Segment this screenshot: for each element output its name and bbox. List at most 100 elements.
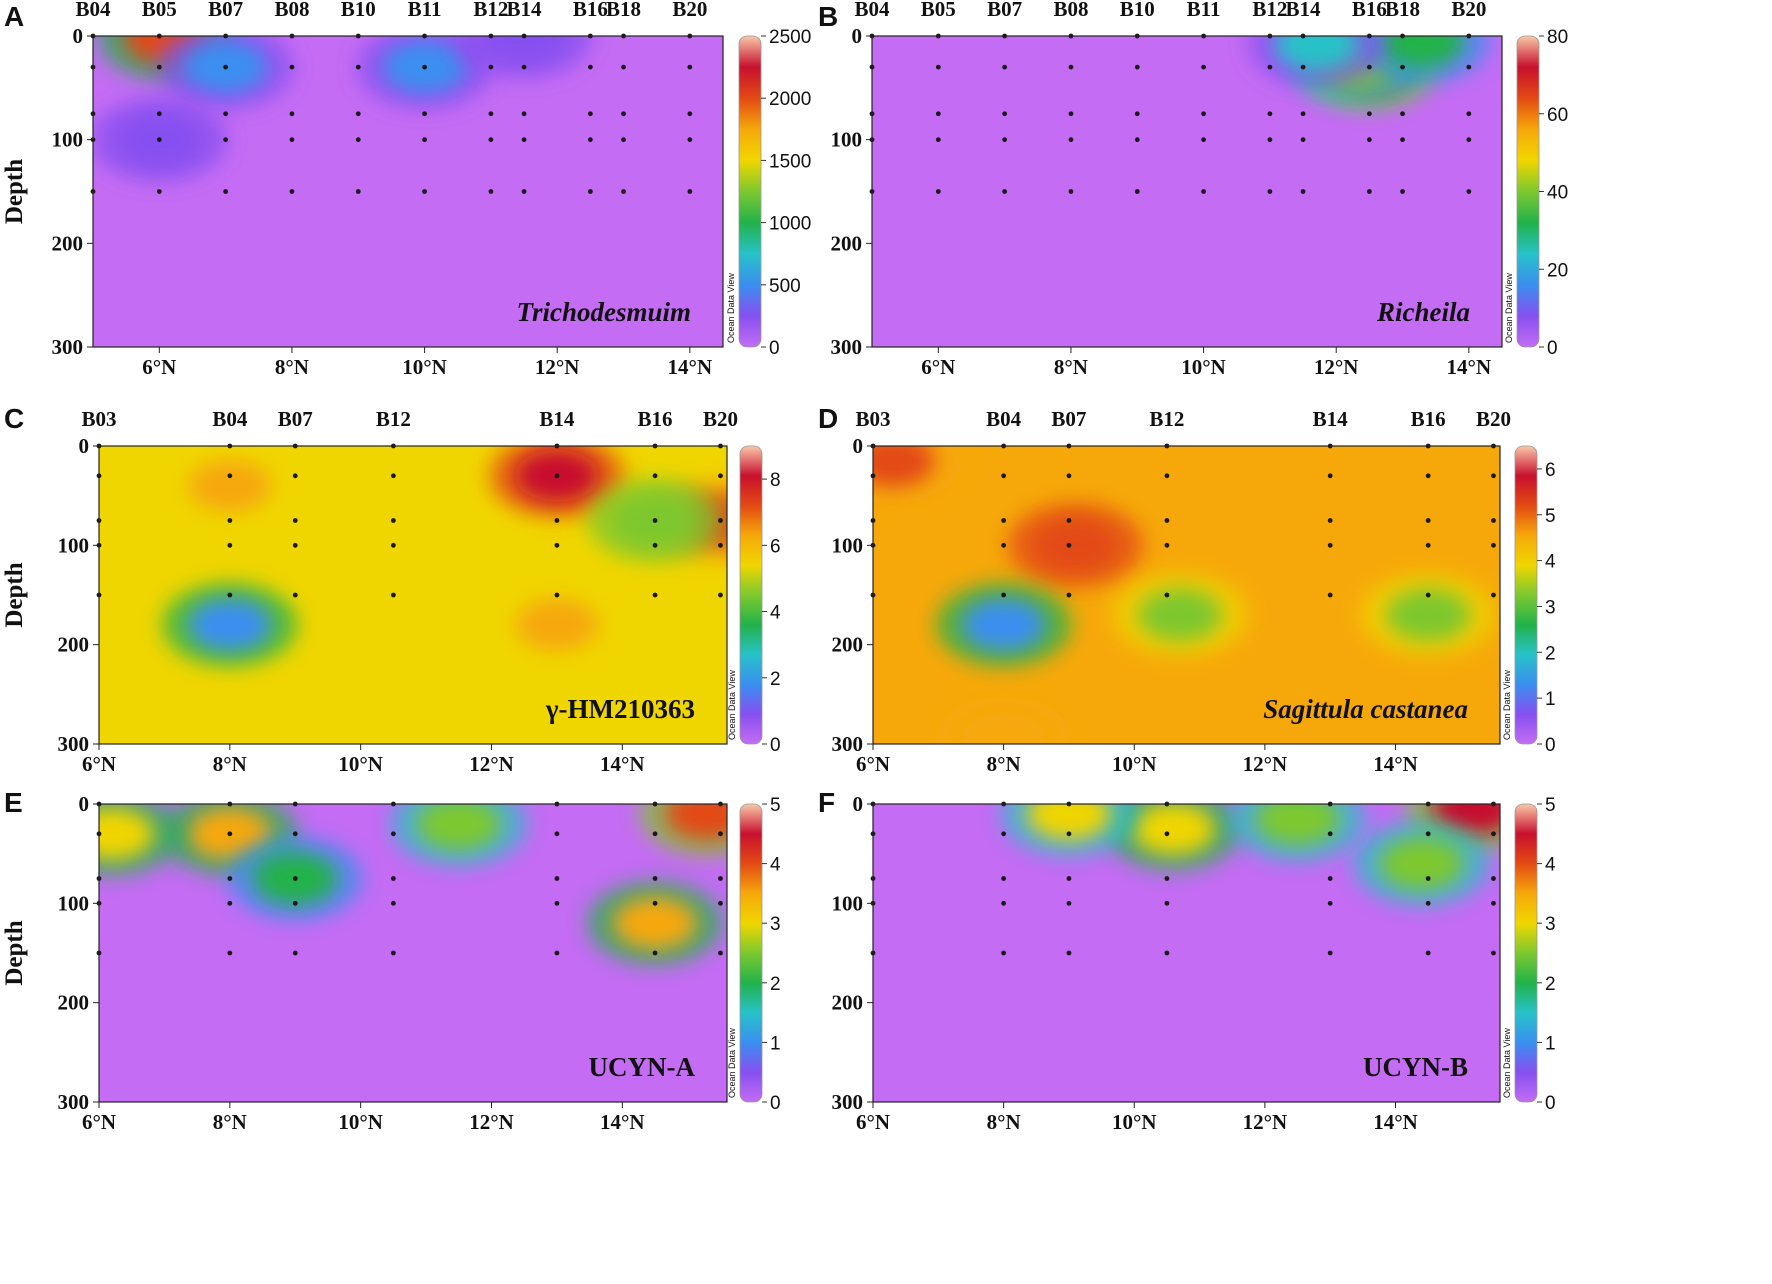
station-label: B18 xyxy=(1385,0,1420,21)
feature-blob xyxy=(187,598,272,651)
y-tick-label: 200 xyxy=(58,991,90,1015)
ocean-data-view-watermark: Ocean Data View xyxy=(1502,670,1512,740)
x-tick-label: 14°N xyxy=(1373,1110,1418,1134)
colorbar-tick-label: 0 xyxy=(1547,338,1558,359)
sample-point xyxy=(223,64,229,70)
sample-point xyxy=(1164,900,1170,906)
station-label: B14 xyxy=(539,407,575,431)
station-label: B14 xyxy=(1313,407,1349,431)
sample-point xyxy=(422,64,427,70)
x-tick-label: 14°N xyxy=(600,1110,645,1134)
sample-point xyxy=(935,137,941,143)
x-tick-label: 8°N xyxy=(275,355,309,379)
sample-point xyxy=(1267,64,1273,70)
sample-point xyxy=(935,64,941,70)
colorbar-tick-label: 20 xyxy=(1547,260,1568,281)
colorbar: 0 1 2 3 4 5 6 Ocean Data View xyxy=(1502,445,1556,756)
feature-blob xyxy=(961,598,1046,651)
x-tick-label: 14°N xyxy=(600,752,645,776)
species-title: γ-HM210363 xyxy=(545,694,695,724)
station-label: B20 xyxy=(703,407,738,431)
station-label: B05 xyxy=(921,0,956,21)
feature-blob xyxy=(1255,804,1340,845)
sample-point xyxy=(1491,831,1496,837)
colorbar-tick-label: 4 xyxy=(1545,855,1556,876)
sample-point xyxy=(1001,542,1007,548)
x-tick-label: 8°N xyxy=(213,1110,247,1134)
sample-point xyxy=(1327,950,1333,956)
field-features xyxy=(99,804,727,966)
sample-point xyxy=(652,900,658,906)
sample-point xyxy=(1164,950,1170,956)
species-title: UCYN-B xyxy=(1363,1052,1468,1082)
sample-point xyxy=(1400,137,1405,143)
field-features xyxy=(873,446,1497,744)
sample-point xyxy=(227,473,233,479)
sample-point xyxy=(1068,111,1074,117)
colorbar-tick-label: 2 xyxy=(770,974,781,995)
sample-point xyxy=(1425,876,1431,881)
panel-f: 6°N 8°N 10°N 12°N 14°N 0 100 200 300 F UCYN-B 0 1 2 3 4… xyxy=(818,787,1556,1134)
station-label: B11 xyxy=(1187,0,1221,21)
feature-blob xyxy=(613,897,698,950)
sample-point xyxy=(488,64,494,70)
sample-point xyxy=(1400,189,1405,194)
sample-point xyxy=(390,592,396,598)
sample-point xyxy=(227,950,233,956)
sample-point xyxy=(554,831,560,837)
feature-blob xyxy=(1379,837,1464,890)
sample-point xyxy=(1425,592,1431,598)
station-label: B14 xyxy=(507,0,543,21)
ocean-data-view-watermark: Ocean Data View xyxy=(726,273,736,343)
x-tick-label: 10°N xyxy=(338,752,383,776)
y-tick-label: 0 xyxy=(853,792,864,816)
panel-e: 6°N 8°N 10°N 12°N 14°N 0 100 200 300 E Depth UCYN-A… xyxy=(1,787,781,1134)
x-tick-label: 6°N xyxy=(921,355,955,379)
sample-point xyxy=(1327,900,1333,906)
sample-point xyxy=(687,137,693,143)
sample-point xyxy=(1267,189,1273,194)
station-label: B04 xyxy=(75,0,111,21)
colorbar-tick-label: 80 xyxy=(1547,27,1568,48)
sample-point xyxy=(289,64,295,70)
colorbar-tick-label: 5 xyxy=(770,795,781,816)
y-tick-label: 100 xyxy=(831,128,863,152)
y-axis-label: Depth xyxy=(1,159,28,224)
station-label: B08 xyxy=(1053,0,1088,21)
sample-point xyxy=(554,950,560,956)
station-label: B08 xyxy=(274,0,309,21)
plot-frame xyxy=(98,445,728,745)
colorbar-tick-label: 2500 xyxy=(769,27,811,48)
colorbar-tick-label: 1 xyxy=(770,1033,781,1054)
sample-point xyxy=(292,876,298,881)
colorbar-tick-label: 1000 xyxy=(769,214,811,235)
y-tick-label: 200 xyxy=(832,633,864,657)
sample-point xyxy=(1300,137,1306,143)
station-label: B16 xyxy=(573,0,608,21)
y-tick-label: 200 xyxy=(52,231,84,255)
sample-point xyxy=(718,542,723,548)
sample-point xyxy=(1001,950,1007,956)
sample-point xyxy=(227,518,233,523)
sample-point xyxy=(1466,64,1472,70)
sample-point xyxy=(390,950,396,956)
sample-point xyxy=(1327,473,1333,479)
station-label: B16 xyxy=(1352,0,1387,21)
sample-point xyxy=(1001,592,1007,598)
ocean-data-view-watermark: Ocean Data View xyxy=(727,670,737,740)
y-tick-label: 200 xyxy=(832,991,864,1015)
sample-point xyxy=(1068,189,1074,194)
colorbar-tick-label: 2000 xyxy=(769,89,811,110)
sample-point xyxy=(1201,189,1206,194)
sample-point xyxy=(687,64,693,70)
feature-blob xyxy=(514,598,599,651)
sample-point xyxy=(1491,876,1496,881)
sample-point xyxy=(1164,592,1170,598)
sample-point xyxy=(227,900,233,906)
sample-point xyxy=(1366,64,1372,70)
feature-blob xyxy=(665,804,727,840)
sample-point xyxy=(1066,473,1072,479)
sample-point xyxy=(718,592,723,598)
sample-point xyxy=(1327,592,1333,598)
sample-point xyxy=(390,542,396,548)
